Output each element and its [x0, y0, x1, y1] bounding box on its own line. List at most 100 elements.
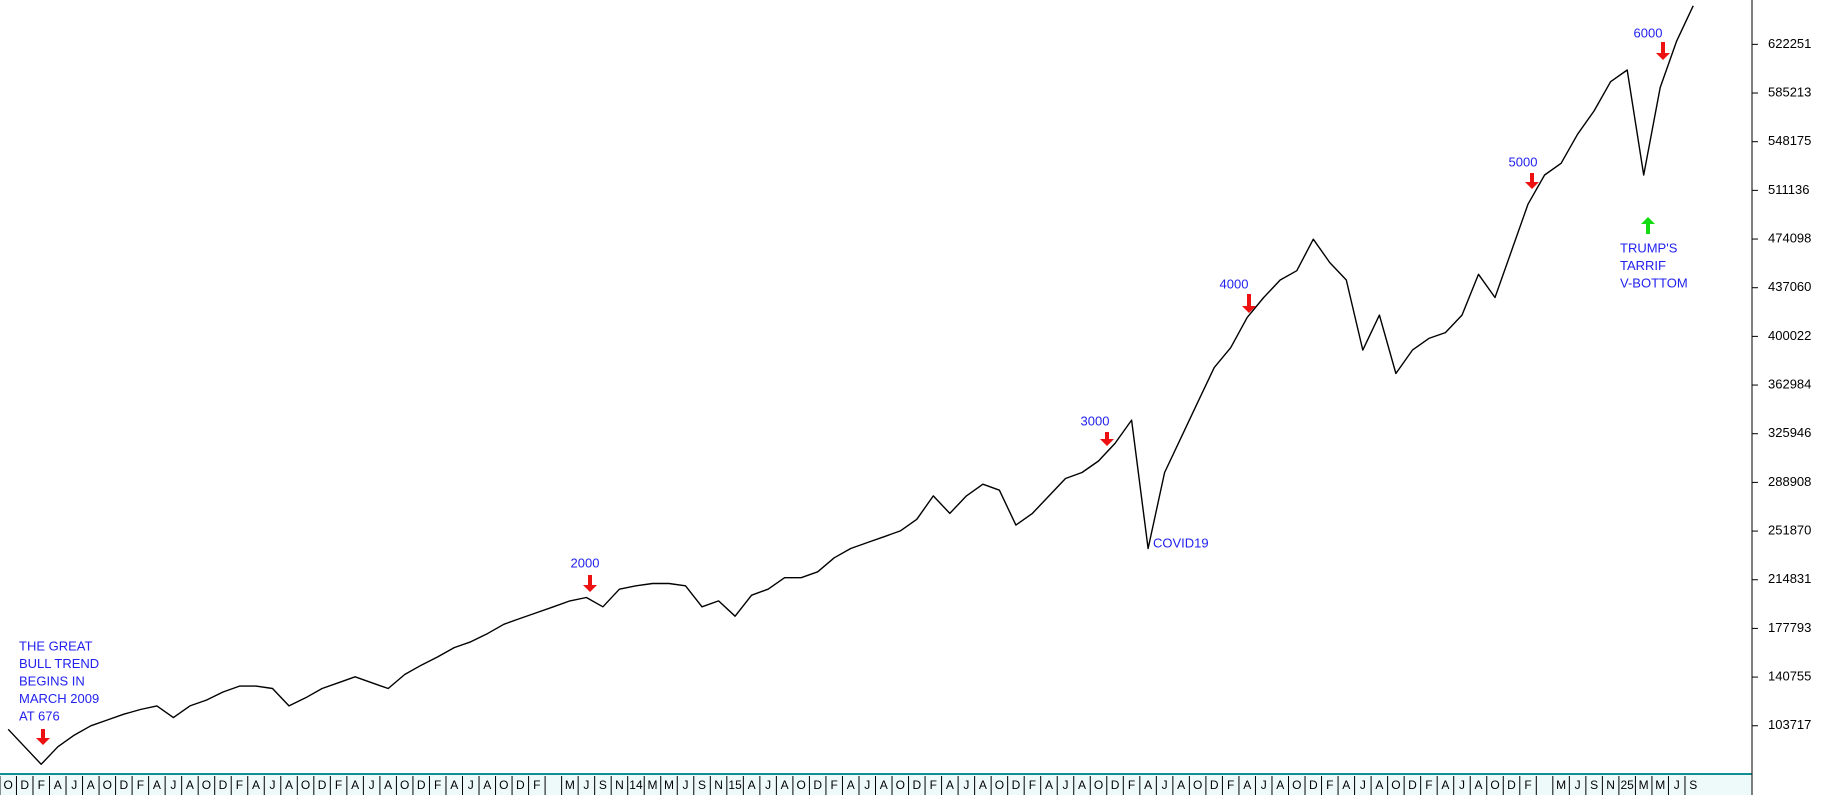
x-tick-label: D	[1012, 778, 1021, 792]
annotation: THE GREAT	[19, 638, 92, 653]
x-tick-label: J	[583, 778, 589, 792]
x-tick-label: M	[1639, 778, 1649, 792]
arrow	[36, 729, 50, 745]
x-tick-label: J	[369, 778, 375, 792]
x-tick-label: O	[103, 778, 112, 792]
x-tick-label: M	[1655, 778, 1665, 792]
x-tick-label: A	[285, 778, 293, 792]
x-tick-label: D	[516, 778, 525, 792]
x-tick-label: J	[1459, 778, 1465, 792]
x-tick-label: A	[450, 778, 458, 792]
annotation: BULL TREND	[19, 656, 99, 671]
x-tick-label: 14	[629, 778, 643, 792]
price-line	[7, 5, 1694, 765]
x-tick-label: J	[170, 778, 176, 792]
x-tick-label: F	[1227, 778, 1234, 792]
x-tick-label: D	[1507, 778, 1516, 792]
y-tick-label: 622251	[1768, 36, 1811, 51]
y-tick-label: 140755	[1768, 669, 1811, 684]
x-tick-label: A	[1342, 778, 1350, 792]
x-tick-label: A	[1045, 778, 1053, 792]
x-tick-label: J	[864, 778, 870, 792]
arrow	[583, 575, 597, 592]
arrow	[1525, 173, 1539, 189]
x-tick-label: D	[1111, 778, 1120, 792]
x-tick-label: F	[1425, 778, 1432, 792]
y-tick-label: 585213	[1768, 84, 1811, 99]
x-tick-label: F	[930, 778, 937, 792]
x-tick-label: F	[434, 778, 441, 792]
y-tick-label: 474098	[1768, 230, 1811, 245]
x-tick-label: O	[1292, 778, 1301, 792]
y-tick-label: 288908	[1768, 474, 1811, 489]
x-tick-label: O	[1094, 778, 1103, 792]
x-tick-label: S	[1689, 778, 1697, 792]
x-tick-label: A	[781, 778, 789, 792]
x-tick-label: O	[499, 778, 508, 792]
annotation: V-BOTTOM	[1620, 275, 1688, 290]
x-tick-label: F	[38, 778, 45, 792]
y-tick-label: 400022	[1768, 328, 1811, 343]
y-tick-label: 362984	[1768, 376, 1811, 391]
x-tick-label: A	[748, 778, 756, 792]
x-tick-label: D	[20, 778, 29, 792]
x-tick-label: D	[318, 778, 327, 792]
x-tick-label: J	[765, 778, 771, 792]
x-tick-label: A	[186, 778, 194, 792]
x-tick-label: 15	[728, 778, 742, 792]
annotation: TRUMP'S	[1620, 240, 1678, 255]
x-tick-label: A	[1144, 778, 1152, 792]
x-tick-label: F	[1029, 778, 1036, 792]
x-tick-label: S	[1590, 778, 1598, 792]
x-tick-label: O	[1490, 778, 1499, 792]
x-tick-label: A	[1276, 778, 1284, 792]
x-tick-label: M	[664, 778, 674, 792]
x-tick-label: A	[351, 778, 359, 792]
x-tick-label: D	[912, 778, 921, 792]
x-tick-label: O	[1193, 778, 1202, 792]
x-tick-label: F	[533, 778, 540, 792]
x-tick-label: J	[71, 778, 77, 792]
x-tick-label: D	[219, 778, 228, 792]
y-tick-label: 103717	[1768, 717, 1811, 732]
x-tick-label: A	[1177, 778, 1185, 792]
x-tick-label: F	[236, 778, 243, 792]
annotation: 3000	[1081, 413, 1110, 428]
x-tick-label: J	[270, 778, 276, 792]
x-tick-label: J	[683, 778, 689, 792]
x-tick-label: A	[87, 778, 95, 792]
x-tick-label: A	[153, 778, 161, 792]
x-tick-label: D	[1210, 778, 1219, 792]
y-tick-label: 548175	[1768, 133, 1811, 148]
x-tick-label: 25	[1620, 778, 1634, 792]
x-tick-label: F	[137, 778, 144, 792]
annotation: COVID19	[1153, 535, 1209, 550]
annotation: 4000	[1220, 276, 1249, 291]
x-tick-label: A	[1375, 778, 1383, 792]
x-tick-label: J	[1261, 778, 1267, 792]
x-tick-label: F	[831, 778, 838, 792]
x-tick-label: J	[1162, 778, 1168, 792]
x-tick-label: A	[1078, 778, 1086, 792]
y-tick-label: 511136	[1768, 182, 1809, 197]
x-tick-label: F	[1524, 778, 1531, 792]
x-tick-label: J	[1674, 778, 1680, 792]
y-tick-label: 214831	[1768, 571, 1811, 586]
y-tick-label: 325946	[1768, 425, 1811, 440]
y-tick-label: 251870	[1768, 523, 1811, 538]
x-tick-label: D	[1309, 778, 1318, 792]
x-tick-label: A	[1474, 778, 1482, 792]
x-tick-label: A	[847, 778, 855, 792]
x-tick-label: M	[1556, 778, 1566, 792]
x-tick-label: O	[896, 778, 905, 792]
arrow	[1242, 294, 1256, 313]
x-tick-label: A	[880, 778, 888, 792]
x-tick-label: N	[1606, 778, 1615, 792]
annotation: MARCH 2009	[19, 691, 99, 706]
x-tick-label: D	[120, 778, 129, 792]
arrow	[1641, 217, 1655, 234]
x-tick-label: A	[252, 778, 260, 792]
annotation: TARRIF	[1620, 258, 1666, 273]
x-tick-label: J	[468, 778, 474, 792]
